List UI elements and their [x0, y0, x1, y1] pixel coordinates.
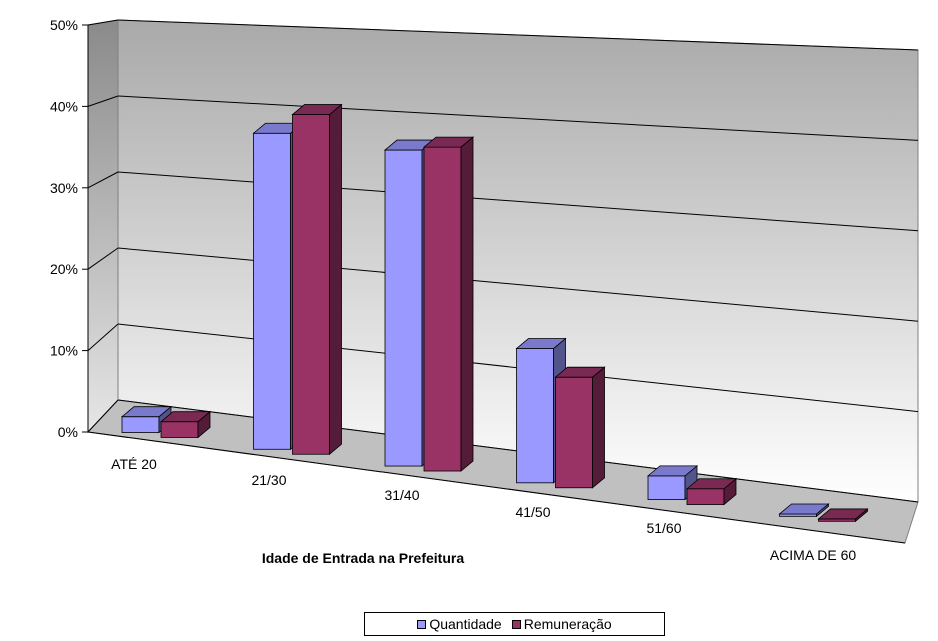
gridline-side-1	[87, 323, 119, 351]
bar-top	[554, 366, 606, 378]
gridline-back-5	[117, 19, 919, 51]
legend-label-remuneracao: Remuneração	[523, 616, 612, 632]
x-axis-ticks: ATÉ 20 21/30 31/40 41/50 51/60 ACIMA DE 60	[111, 456, 856, 563]
bar-top	[515, 338, 567, 349]
x-tick-label-acima-de-60: ACIMA DE 60	[770, 547, 857, 563]
bar-quantidade-acima-de-60	[778, 503, 830, 518]
bar-top	[778, 503, 830, 515]
bar-top	[817, 508, 869, 520]
bar-remuneracao-21-30	[291, 103, 343, 456]
y-tick-label-1: 10%	[50, 343, 78, 359]
x-tick-label-51-60: 51/60	[646, 520, 681, 536]
gridline-back-2	[117, 247, 919, 322]
x-axis-line	[87, 431, 906, 544]
bar-remuneracao-ate-20	[159, 410, 212, 439]
legend-item-remuneracao: Remuneração	[511, 616, 612, 632]
y-tick-label-2: 20%	[50, 261, 78, 277]
x-tick-label-ate-20: ATÉ 20	[111, 456, 157, 472]
bar-top	[159, 411, 212, 423]
bar-front	[121, 416, 160, 433]
bar-side	[329, 103, 342, 456]
x-tick-label-31-40: 31/40	[384, 487, 419, 503]
bar-front	[160, 421, 199, 438]
bar-remuneracao-31-40	[422, 136, 475, 472]
bar-front	[384, 149, 423, 467]
bar-remuneracao-acima-de-60	[817, 508, 869, 523]
bar-front	[253, 132, 291, 450]
y-tick-label-3: 30%	[50, 180, 78, 196]
bar-front	[555, 376, 593, 489]
legend-swatch-remuneracao	[511, 619, 521, 629]
gridline-side-5	[87, 19, 119, 26]
bar-remuneracao-41-50	[554, 366, 606, 489]
gridline-side-0	[87, 399, 119, 433]
gridline-side-3	[87, 171, 119, 189]
bar-front	[647, 475, 686, 500]
y-tick-label-0: 0%	[58, 424, 78, 440]
legend: Quantidade Remuneração	[364, 612, 665, 636]
bar-top	[291, 104, 343, 115]
gridline-back-3	[117, 171, 919, 232]
bar-front	[292, 114, 330, 455]
bar-top	[120, 406, 173, 418]
bar-top	[646, 465, 699, 477]
legend-item-quantidade: Quantidade	[417, 616, 502, 632]
gridline-side-2	[87, 247, 119, 270]
bar-top	[685, 478, 738, 490]
y-tick-label-4: 40%	[50, 98, 78, 114]
bar-side	[460, 136, 474, 472]
y-axis-ticks: 0% 10% 20% 30% 40% 50%	[50, 17, 906, 544]
legend-swatch-quantidade	[417, 619, 427, 629]
bar-top	[422, 136, 475, 148]
bar-remuneracao-51-60	[685, 477, 738, 506]
gridline-side-4	[87, 95, 119, 107]
side-wall	[87, 19, 119, 434]
bar-front	[423, 146, 462, 472]
gridline-back-4	[117, 95, 919, 141]
x-axis-title: Idade de Entrada na Prefeitura	[262, 550, 464, 566]
y-tick-label-5: 50%	[50, 17, 78, 33]
bars	[120, 103, 869, 523]
bar-front	[516, 348, 554, 484]
chart-walls	[86, 19, 919, 544]
bar-side	[592, 366, 605, 489]
x-tick-label-21-30: 21/30	[251, 472, 286, 488]
x-tick-label-41-50: 41/50	[515, 504, 550, 520]
legend-label-quantidade: Quantidade	[429, 616, 502, 632]
bar-front	[686, 488, 725, 505]
